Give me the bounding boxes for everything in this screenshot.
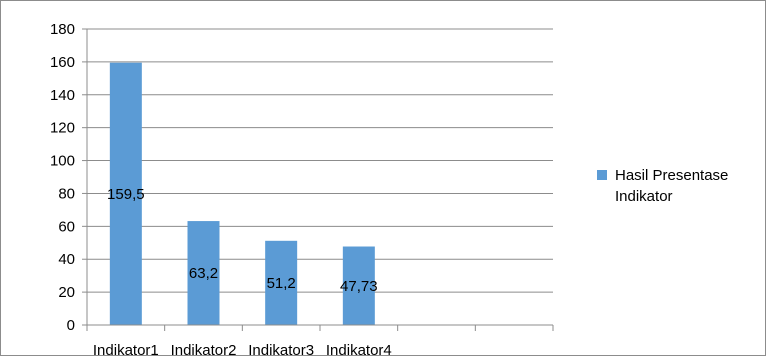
y-tick-label: 100 (50, 153, 75, 170)
legend-swatch (597, 170, 607, 180)
axes (82, 28, 554, 331)
bar (265, 240, 298, 325)
y-tick-label: 160 (50, 54, 75, 71)
labels: 0 20 40 60 80 100 120 140 160 180 Indikator1 159,5 I… (50, 21, 392, 359)
x-tick-label: Indikator2 (171, 342, 237, 357)
bar (342, 246, 375, 325)
x-tick-label: Indikator1 (93, 342, 159, 357)
bar (109, 62, 142, 325)
y-tick-label: 140 (50, 87, 75, 104)
y-tick-label: 60 (58, 218, 75, 235)
y-tick-label: 0 (67, 317, 75, 334)
y-tick-label: 20 (58, 284, 75, 301)
y-tick-label: 180 (50, 21, 75, 38)
x-tick-label: Indikator3 (248, 342, 314, 357)
y-tick-label: 80 (58, 185, 75, 202)
data-label: 159,5 (107, 186, 145, 203)
gridlines (87, 28, 553, 293)
x-tick-label: Indikator4 (326, 342, 392, 357)
data-label: 63,2 (189, 265, 218, 282)
y-tick-label: 120 (50, 120, 75, 137)
legend-label: Hasil Presentase Indikator (615, 167, 729, 205)
bar (187, 221, 220, 325)
data-label: 47,73 (340, 278, 378, 295)
legend: Hasil Presentase Indikator (597, 165, 755, 207)
bars (109, 62, 375, 325)
y-tick-label: 40 (58, 251, 75, 268)
data-label: 51,2 (267, 275, 296, 292)
